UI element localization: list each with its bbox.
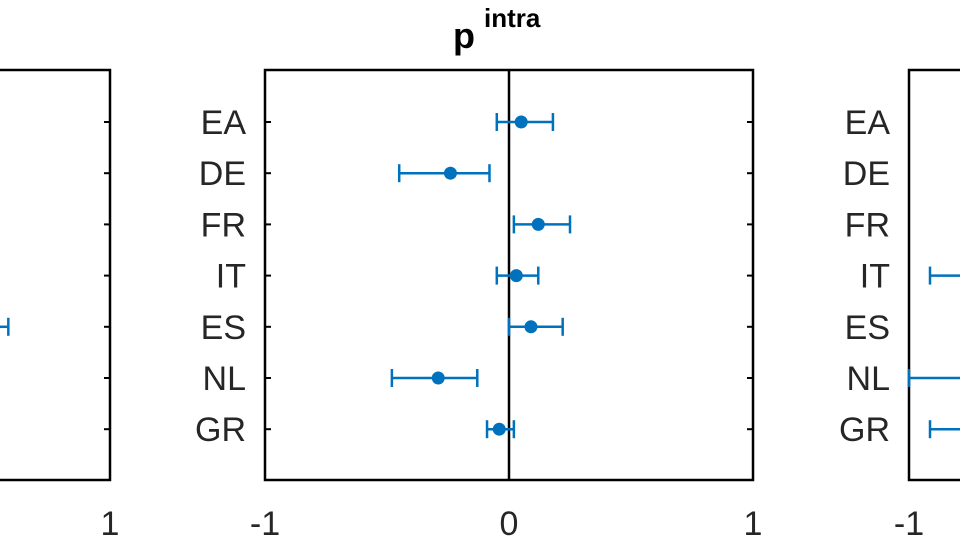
point-gr <box>492 422 506 436</box>
right-plot-frame <box>907 68 960 482</box>
right-x-tick-label: -1 <box>894 505 924 540</box>
right-y-tick-label-ea: EA <box>845 104 891 142</box>
center-y-tick-label-ea: EA <box>201 104 247 142</box>
center-chart-title-superscript: intra <box>484 3 541 33</box>
left-errorbar-es <box>0 317 10 336</box>
center-data-marks <box>390 113 572 439</box>
point-fr <box>531 217 545 231</box>
center-y-tick-label-es: ES <box>201 309 246 347</box>
point-nl <box>431 371 445 385</box>
right-y-tick-label-de: DE <box>843 155 890 193</box>
left-panel: 1 <box>0 68 120 540</box>
center-y-tick-label-fr: FR <box>201 206 246 244</box>
center-chart-title: p <box>453 15 475 56</box>
center-y-tick-label-gr: GR <box>195 411 246 449</box>
point-ea <box>514 115 528 129</box>
center-y-tick-label-it: IT <box>216 258 246 296</box>
left-y-ticks <box>104 121 110 431</box>
center-panel: EA DE FR IT ES NL GR -1 0 1 <box>195 68 763 540</box>
center-x-tick-label: 1 <box>744 505 763 540</box>
right-y-tick-label-es: ES <box>845 309 890 347</box>
center-x-tick-label: -1 <box>250 505 280 540</box>
right-y-tick-label-fr: FR <box>845 206 890 244</box>
right-y-tick-label-nl: NL <box>847 360 890 398</box>
left-plot-frame <box>0 68 112 482</box>
right-panel: EA DE FR IT ES NL GR -1 <box>839 68 960 540</box>
right-y-tick-label-gr: GR <box>839 411 890 449</box>
left-x-tick-label: 1 <box>101 505 120 540</box>
center-x-tick-labels: -1 0 1 <box>250 505 763 540</box>
point-it <box>509 269 523 283</box>
right-y-tick-label-it: IT <box>860 258 890 296</box>
point-de <box>443 166 457 180</box>
center-y-tick-label-de: DE <box>199 155 246 193</box>
right-errorbars <box>907 266 960 439</box>
center-y-tick-labels: EA DE FR IT ES NL GR <box>195 104 246 449</box>
right-y-tick-labels: EA DE FR IT ES NL GR <box>839 104 890 449</box>
center-y-ticks <box>265 121 753 431</box>
center-y-tick-label-nl: NL <box>203 360 246 398</box>
point-es <box>524 320 538 334</box>
center-x-tick-label: 0 <box>500 505 519 540</box>
